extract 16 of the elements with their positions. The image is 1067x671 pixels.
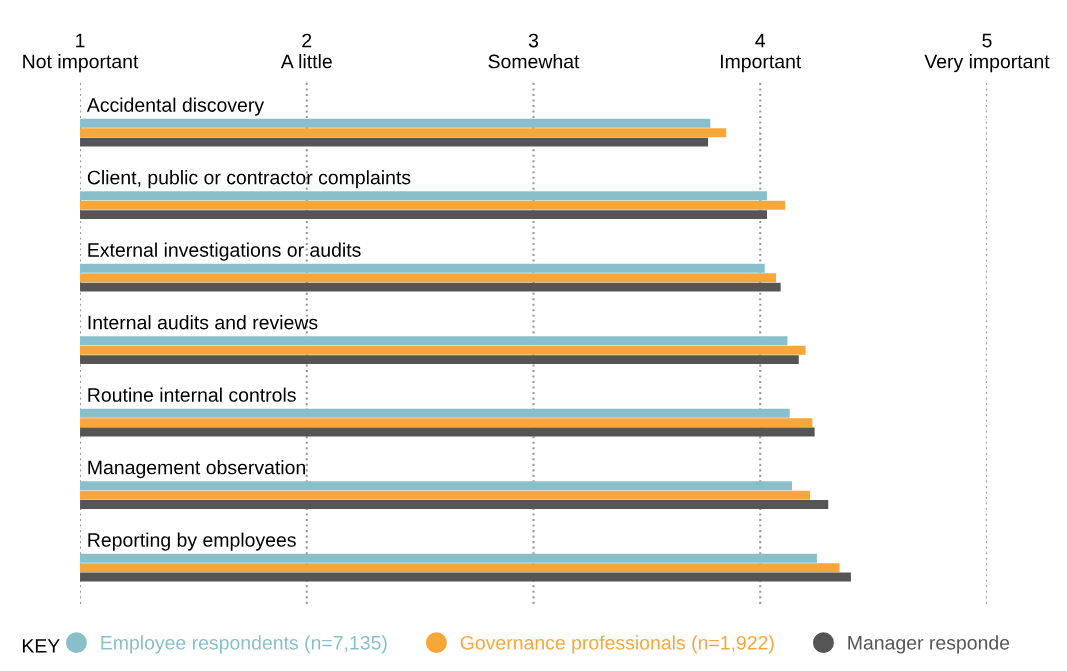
legend-label: Employee respondents (n=7,135): [101, 635, 387, 654]
x-tick-label: 4 Important: [720, 33, 802, 73]
y-tick-label: Reporting by employees: [88, 532, 296, 551]
legend-title: KEY: [22, 639, 60, 653]
y-tick-label: Internal audits and reviews: [88, 315, 318, 330]
x-tick-label: 5 Very important: [924, 33, 1050, 73]
x-tick-label: 1 Not important: [23, 33, 139, 73]
y-tick-label: Management observation: [88, 460, 305, 479]
y-tick-label: Client, public or contractor complaints: [87, 170, 411, 189]
y-tick-label: Routine internal controls: [88, 387, 296, 402]
y-tick-label: External investigations or audits: [88, 242, 361, 261]
y-tick-label: Accidental discovery: [86, 97, 265, 116]
legend-label: Governance professionals (n=1,922): [460, 635, 774, 654]
legend-label: Manager responde: [848, 635, 1010, 654]
x-tick-label: 2 A little: [280, 33, 332, 69]
x-tick-label: 3 Somewhat: [488, 33, 580, 69]
